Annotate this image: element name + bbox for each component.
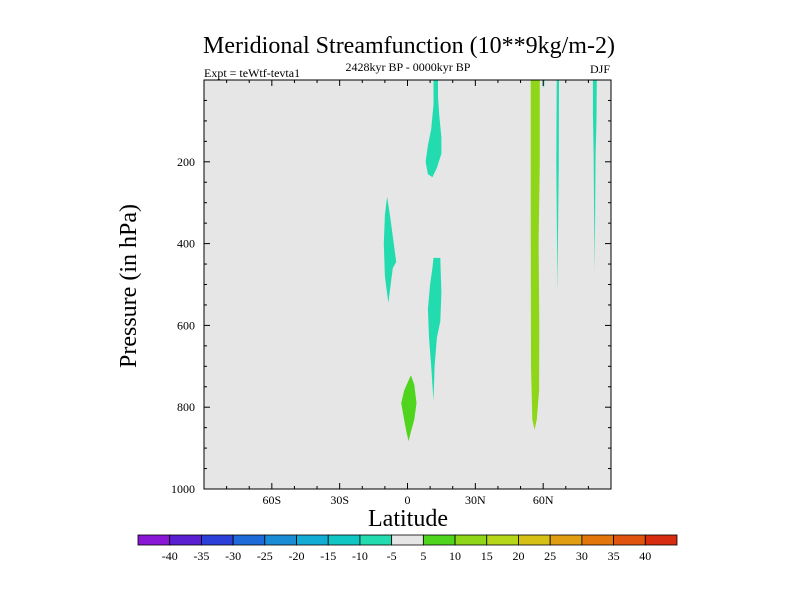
x-tick-label: 30N <box>465 493 486 507</box>
colorbar <box>137 534 678 546</box>
colorbar-box <box>359 534 393 546</box>
colorbar-box <box>169 534 202 546</box>
x-tick-label: 60S <box>262 493 281 507</box>
colorbar-box <box>581 534 614 546</box>
contour-region-subtropical-sh-mid-cell <box>383 196 397 303</box>
colorbar-level-label: -25 <box>257 549 273 563</box>
y-tick-label: 800 <box>177 400 195 414</box>
colorbar-level-label: -20 <box>289 549 305 563</box>
colorbar-level-label: 25 <box>544 549 556 563</box>
colorbar-level-label: 30 <box>576 549 588 563</box>
x-tick-label: 60N <box>533 493 554 507</box>
colorbar-box <box>454 534 488 546</box>
colorbar-box <box>391 534 424 546</box>
colorbar-box <box>232 534 266 546</box>
colorbar-box <box>644 534 678 546</box>
colorbar-labels: -40 -35 -30 -25 -20 -15 -10 -5 5 10 15 20 25 30 35 40 <box>162 549 652 563</box>
colorbar-box <box>486 534 519 546</box>
y-tick-label: 400 <box>177 237 195 251</box>
colorbar-box <box>296 534 329 546</box>
colorbar-level-label: 40 <box>639 549 651 563</box>
contour-region-tropical-nh-mid-cell <box>427 257 442 402</box>
time-range-label: 2428kyr BP - 0000kyr BP <box>346 60 471 74</box>
contour-region-subpolar-nh-thin-cell <box>556 80 559 293</box>
colorbar-level-label: -40 <box>162 549 178 563</box>
x-tick-label: 30S <box>330 493 349 507</box>
y-tick-label: 600 <box>177 318 195 332</box>
colorbar-box <box>327 534 361 546</box>
colorbar-box <box>549 534 583 546</box>
tick-labels: 60S 30S 0 30N 60N 200 400 600 800 1000 <box>171 155 554 507</box>
colorbar-box <box>137 534 171 546</box>
colorbar-box <box>518 534 551 546</box>
contour-region-polar-nh-thin-cell <box>592 80 597 273</box>
contour-regions <box>383 80 597 442</box>
colorbar-level-label: 35 <box>608 549 620 563</box>
contour-region-equatorial-lower-cell <box>401 375 417 442</box>
experiment-label: Expt = teWtf-tevta1 <box>204 66 300 80</box>
colorbar-level-label: 20 <box>512 549 524 563</box>
colorbar-level-label: -35 <box>193 549 209 563</box>
x-axis-label: Latitude <box>368 506 448 532</box>
colorbar-level-label: 5 <box>420 549 426 563</box>
contour-region-midlatitude-nh-cell <box>530 80 540 430</box>
colorbar-level-label: -10 <box>352 549 368 563</box>
y-tick-label: 200 <box>177 155 195 169</box>
colorbar-level-label: -15 <box>320 549 336 563</box>
colorbar-box <box>264 534 297 546</box>
y-tick-label: 1000 <box>171 482 195 496</box>
x-tick-label: 0 <box>405 493 411 507</box>
colorbar-level-label: 15 <box>481 549 493 563</box>
y-axis-label: Pressure (in hPa) <box>116 204 142 368</box>
chart-title: Meridional Streamfunction (10**9kg/m-2) <box>203 33 615 59</box>
colorbar-box <box>613 534 646 546</box>
colorbar-level-label: -30 <box>225 549 241 563</box>
colorbar-box <box>201 534 234 546</box>
colorbar-level-label: -5 <box>387 549 397 563</box>
contour-region-tropical-nh-upper-cell <box>425 80 442 178</box>
colorbar-level-label: 10 <box>449 549 461 563</box>
plot-frame <box>203 79 612 490</box>
season-label: DJF <box>590 62 610 76</box>
colorbar-box <box>422 534 456 546</box>
